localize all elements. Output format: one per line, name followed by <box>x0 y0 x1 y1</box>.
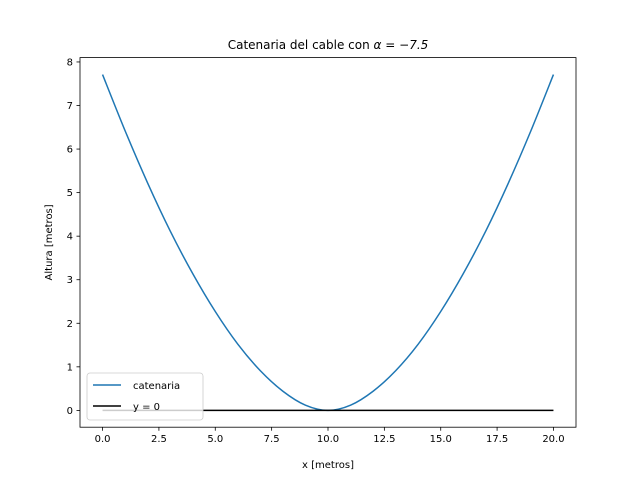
legend: catenaria y = 0 <box>86 372 204 421</box>
legend-label-catenaria: catenaria <box>133 381 180 392</box>
y-tick-label: 5 <box>67 188 73 199</box>
y-tick-label: 7 <box>67 101 73 112</box>
x-tick-label: 12.5 <box>373 434 395 445</box>
y-tick-label: 6 <box>67 145 73 156</box>
x-tick-label: 0.0 <box>95 434 111 445</box>
x-tick-label: 15.0 <box>430 434 452 445</box>
plot-area-frame <box>79 57 577 428</box>
x-axis-label: x [metros] <box>302 460 354 471</box>
chart-title: Catenaria del cable con α = −7.5 <box>228 38 429 52</box>
y-tick-label: 4 <box>67 232 73 243</box>
y-tick-label: 1 <box>67 362 73 373</box>
y-tick-label: 2 <box>67 319 73 330</box>
x-tick-label: 5.0 <box>207 434 223 445</box>
x-tick-label: 7.5 <box>264 434 280 445</box>
axis-ticks: 0.0 2.5 5.0 7.5 10.0 12.5 15.0 17.5 20.0 0 1 2 3 4 5 6 7… <box>67 57 565 445</box>
y-tick-label: 8 <box>67 57 73 68</box>
x-tick-label: 17.5 <box>486 434 508 445</box>
y-axis-label: Altura [metros] <box>44 204 55 280</box>
y-tick-label: 3 <box>67 275 73 286</box>
y-tick-label: 0 <box>67 406 73 417</box>
series-line-catenaria <box>101 74 555 412</box>
legend-label-y-zero: y = 0 <box>133 402 160 413</box>
series-layer <box>101 74 555 412</box>
x-tick-label: 2.5 <box>151 434 167 445</box>
x-tick-label: 20.0 <box>542 434 564 445</box>
x-tick-label: 10.0 <box>317 434 339 445</box>
